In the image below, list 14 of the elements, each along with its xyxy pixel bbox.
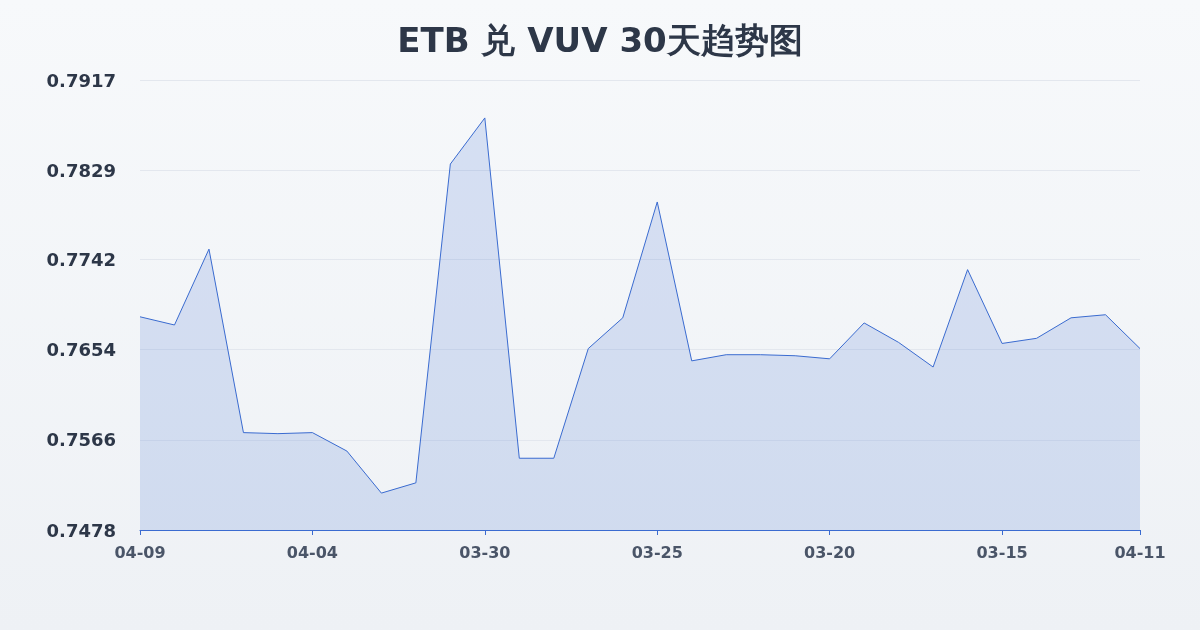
x-tick-label: 03-25 xyxy=(631,542,683,562)
x-tick-label: 04-09 xyxy=(114,542,166,562)
chart-title: ETB 兑 VUV 30天趋势图 xyxy=(397,20,803,60)
x-tick-label: 04-04 xyxy=(286,542,338,562)
x-tick-label: 03-20 xyxy=(804,542,856,562)
y-tick-label: 0.7566 xyxy=(46,429,116,451)
y-tick-label: 0.7478 xyxy=(46,519,116,541)
y-tick-label: 0.7829 xyxy=(46,159,116,181)
y-tick-label: 0.7917 xyxy=(46,69,116,91)
x-tick-label: 03-15 xyxy=(976,542,1028,562)
y-tick-label: 0.7654 xyxy=(46,339,116,361)
x-tick-label: 03-30 xyxy=(459,542,511,562)
y-tick-label: 0.7742 xyxy=(46,248,116,270)
x-tick-label: 04-11 xyxy=(1114,542,1166,562)
